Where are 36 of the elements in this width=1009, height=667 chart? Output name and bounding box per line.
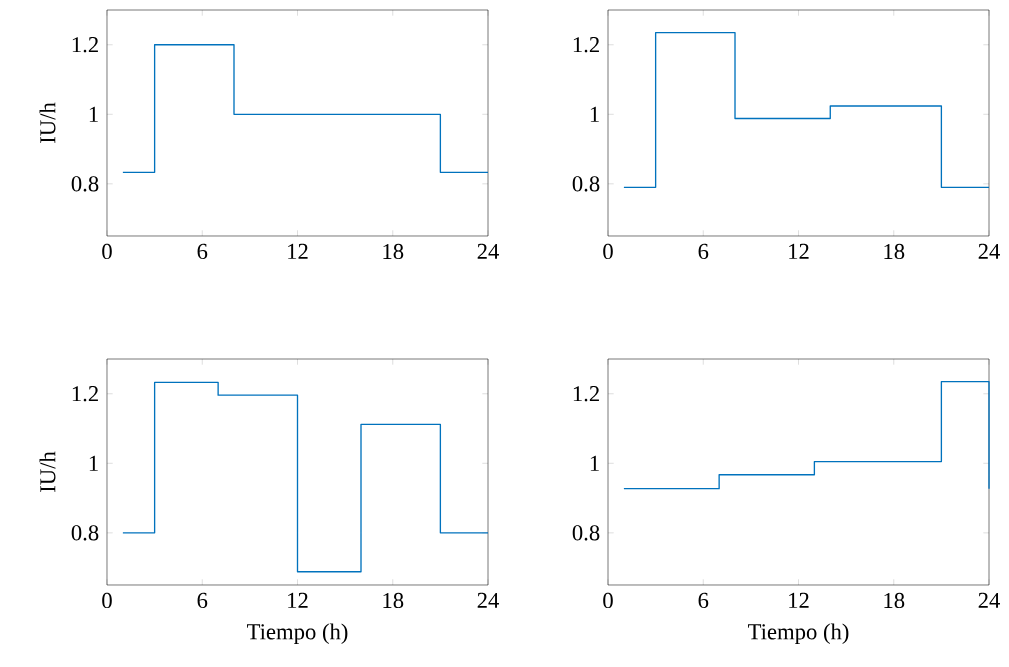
x-tick-label: 6 <box>197 592 208 609</box>
y-tick-label: 1.2 <box>72 386 98 402</box>
y-tick-label: 1.2 <box>72 37 98 53</box>
x-tick-label: 6 <box>698 592 709 609</box>
x-axis-title: Tiempo (h) <box>247 623 348 645</box>
y-tick-label: 1.2 <box>573 37 599 53</box>
y-tick-label: 1 <box>590 106 599 122</box>
y-axis-title: IU/h <box>39 102 56 143</box>
x-tick-label: 18 <box>884 592 905 609</box>
y-tick-label: 0.8 <box>71 176 99 192</box>
x-tick-label: 12 <box>789 243 809 259</box>
x-tick-label: 18 <box>383 243 404 260</box>
y-tick-label: 0.8 <box>572 525 600 541</box>
y-tick-label: 1.2 <box>573 386 599 402</box>
x-tick-label: 12 <box>288 243 308 259</box>
y-tick-label: 1 <box>590 455 599 471</box>
x-tick-label: 0 <box>102 243 112 260</box>
y-tick-label: 0.8 <box>572 176 600 192</box>
x-tick-label: 12 <box>789 592 809 608</box>
x-tick-label: 18 <box>884 243 905 260</box>
x-tick-label: 18 <box>383 592 404 609</box>
y-tick-label: 1 <box>89 106 98 122</box>
x-tick-label: 12 <box>288 592 308 608</box>
x-tick-label: 6 <box>698 243 709 260</box>
x-tick-label: 0 <box>102 592 112 609</box>
x-tick-label: 24 <box>477 243 499 259</box>
x-tick-label: 6 <box>197 243 208 260</box>
x-axis-title: Tiempo (h) <box>748 623 849 645</box>
x-tick-label: 0 <box>603 592 613 609</box>
y-tick-label: 0.8 <box>71 525 99 541</box>
x-tick-label: 24 <box>477 592 499 608</box>
x-tick-label: 24 <box>978 243 1000 259</box>
x-tick-label: 0 <box>603 243 613 260</box>
y-axis-title: IU/h <box>39 451 56 492</box>
x-tick-label: 24 <box>978 592 1000 608</box>
y-tick-label: 1 <box>89 455 98 471</box>
